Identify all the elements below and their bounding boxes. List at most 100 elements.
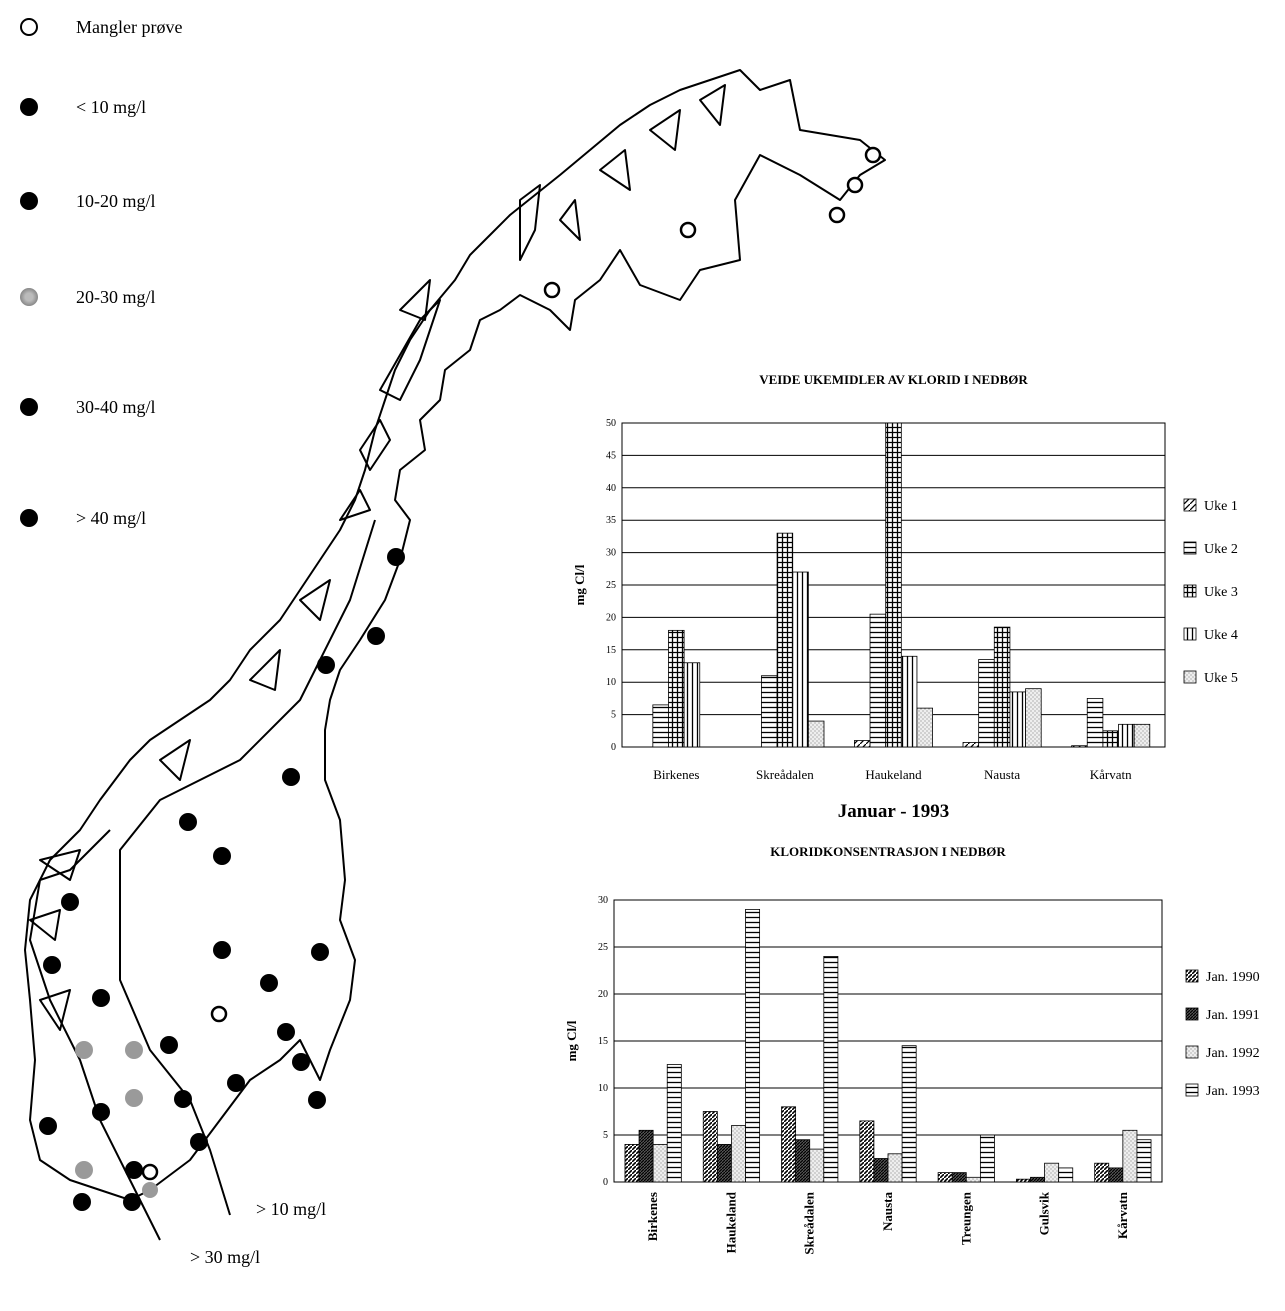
legend-entry: Jan. 1990 (1206, 970, 1260, 985)
bar (1030, 1176, 1045, 1183)
y-tick-label: 30 (606, 548, 616, 559)
grey-circle-icon (20, 288, 38, 306)
bar (638, 1129, 654, 1183)
bar (1133, 723, 1151, 748)
x-tick-label: Treungen (958, 1191, 973, 1245)
map-legend-label: > 40 mg/l (76, 507, 147, 528)
weekly-chloride-chart: VEIDE UKEMIDLER AV KLORID I NEDBØR 0 5 10 15… (572, 372, 1238, 820)
x-tick-label: Birkenes (653, 767, 699, 782)
bar (859, 1120, 875, 1183)
bar (901, 1045, 917, 1183)
filled-circle-icon (20, 98, 38, 116)
bar (745, 909, 761, 1183)
legend-entry: Uke 4 (1204, 628, 1238, 643)
bar (979, 1134, 995, 1183)
bar (652, 704, 669, 748)
bar (795, 1139, 811, 1183)
map-legend-item-lt10: < 10 mg/l (20, 92, 146, 122)
bar (792, 571, 809, 748)
bar (1102, 730, 1119, 748)
y-tick-label: 25 (598, 942, 608, 953)
legend-swatch (1183, 541, 1197, 555)
y-tick-label: 25 (606, 580, 616, 591)
bar (1025, 688, 1042, 748)
legend-swatch (1183, 670, 1197, 684)
isoline-10-label: > 10 mg/l (256, 1199, 326, 1219)
y-tick-label: 15 (606, 645, 616, 656)
x-tick-label: Kårvatn (1115, 1191, 1130, 1239)
bar (1086, 697, 1104, 748)
bar (652, 1143, 668, 1183)
bar (624, 1143, 640, 1183)
x-tick-label: Haukeland (723, 1191, 738, 1253)
legend-swatch (1183, 584, 1197, 598)
chart-title: KLORIDKONSENTRASJON I NEDBØR (770, 844, 1006, 859)
isoline-30-label: > 30 mg/l (190, 1247, 260, 1267)
bar (809, 1148, 825, 1183)
station-markers (39, 146, 882, 1211)
bar (887, 1153, 903, 1183)
bar (965, 1176, 981, 1183)
norway-map: > 10 mg/l > 30 mg/l (24, 69, 886, 1267)
map-legend-label: 20-30 mg/l (76, 286, 156, 307)
legend-entry: Uke 3 (1204, 585, 1238, 600)
bar (1044, 1162, 1060, 1183)
bar (951, 1172, 967, 1183)
bar (776, 532, 794, 748)
y-tick-label: 45 (606, 450, 616, 461)
y-tick-label: 5 (611, 710, 616, 721)
x-tick-label: Skreådalen (802, 1191, 817, 1254)
bar (761, 675, 778, 748)
bar (900, 655, 918, 748)
bar (716, 1143, 732, 1183)
map-legend-label: 10-20 mg/l (76, 190, 156, 211)
bar (823, 956, 839, 1183)
y-tick-label: 20 (606, 612, 616, 623)
legend-swatch (1185, 1007, 1199, 1021)
bar (1058, 1167, 1074, 1183)
legend-swatch (1185, 969, 1199, 983)
bar (1118, 723, 1135, 748)
map-legend-label: < 10 mg/l (76, 96, 147, 117)
legend-entry: Jan. 1992 (1206, 1046, 1260, 1061)
bar (666, 1064, 682, 1183)
bar (962, 742, 980, 748)
y-tick-label: 5 (603, 1130, 608, 1141)
y-axis-label: mg Cl/l (564, 1020, 579, 1061)
isoline-30 (29, 829, 161, 1241)
x-tick-label: Birkenes (645, 1192, 660, 1241)
bar (1108, 1167, 1124, 1183)
norway-outline (24, 69, 886, 1201)
map-legend-item-gt40: > 40 mg/l (20, 503, 146, 533)
chloride-concentration-chart: KLORIDKONSENTRASJON I NEDBØR 0 5 10 15 20 25 30… (564, 844, 1260, 1255)
legend-swatch (1185, 1045, 1199, 1059)
map-legend-item-20-30: 20-30 mg/l (20, 282, 156, 312)
bar (702, 1111, 718, 1183)
x-tick-label: Haukeland (865, 767, 922, 782)
map-legend-label: 30-40 mg/l (76, 396, 156, 417)
bar (731, 1125, 746, 1183)
y-axis-label: mg Cl/l (572, 564, 587, 605)
legend-swatch (1183, 498, 1197, 512)
legend-swatch (1185, 1083, 1199, 1097)
bar (1094, 1162, 1110, 1183)
filled-circle-icon (20, 192, 38, 210)
bar (885, 422, 902, 748)
x-tick-label: Kårvatn (1090, 767, 1132, 782)
bar (978, 659, 995, 748)
legend-entry: Uke 2 (1204, 542, 1238, 557)
bar (937, 1172, 953, 1183)
y-tick-label: 0 (611, 742, 616, 753)
x-tick-label: Skreådalen (756, 767, 814, 782)
x-tick-label: Nausta (984, 767, 1020, 782)
bar (781, 1106, 797, 1183)
map-legend-item-10-20: 10-20 mg/l (20, 186, 156, 216)
y-tick-label: 50 (606, 418, 616, 429)
bar (993, 626, 1011, 748)
open-circle-icon (20, 18, 38, 36)
filled-circle-icon (20, 398, 38, 416)
y-tick-label: 40 (606, 483, 616, 494)
legend-swatch (1183, 627, 1197, 641)
bar (854, 740, 871, 748)
chart-title: VEIDE UKEMIDLER AV KLORID I NEDBØR (759, 372, 1028, 387)
